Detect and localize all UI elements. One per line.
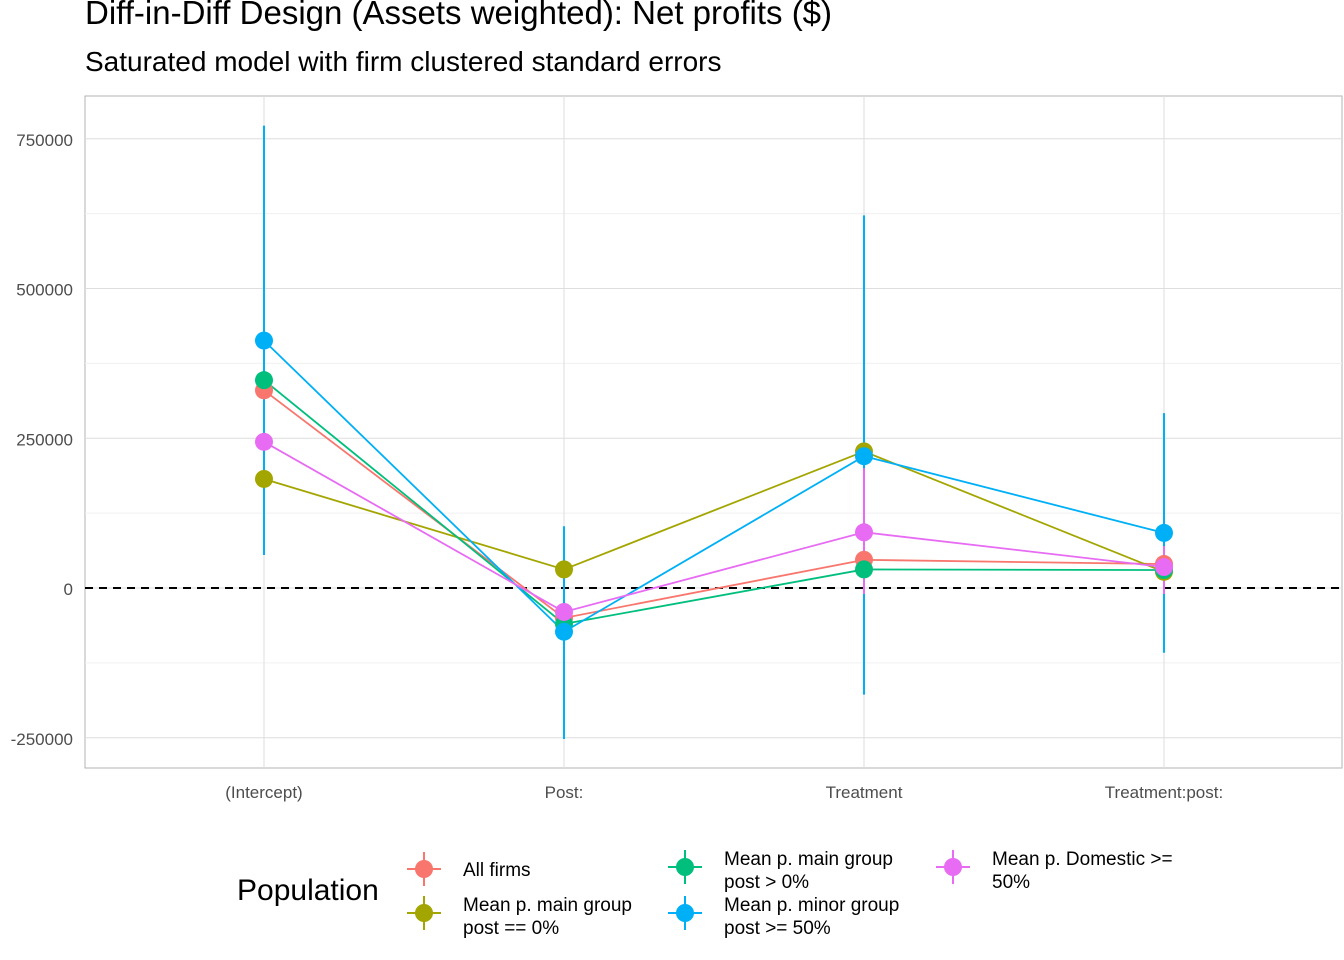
data-point-4 [1155, 558, 1173, 577]
legend-label-main-group-zero: Mean p. main group post == 0% [463, 895, 632, 939]
data-point-1 [255, 469, 273, 488]
y-tick-label: 500000 [16, 281, 73, 300]
legend-label-all-firms: All firms [463, 860, 531, 881]
data-point-2 [255, 371, 273, 390]
x-tick-label: Treatment [826, 783, 903, 802]
legend-key-point-0 [415, 860, 433, 878]
series-line-3 [263, 339, 1165, 633]
chart-title: Diff-in-Diff Design (Assets weighted): N… [85, 0, 833, 31]
data-point-3 [555, 622, 573, 641]
y-tick-label: 750000 [16, 131, 73, 150]
data-point-3 [1155, 523, 1173, 542]
legend-key-point-2 [676, 858, 694, 876]
legend-key-point-3 [676, 904, 694, 922]
series-line-2 [263, 379, 1165, 625]
data-point-4 [255, 432, 273, 451]
legend-key-point-1 [415, 904, 433, 922]
legend-label-domestic: Mean p. Domestic >= 50% [992, 849, 1173, 893]
series-line-0 [263, 389, 1165, 619]
series-line-4 [263, 441, 1165, 613]
y-tick-label: 250000 [16, 430, 73, 449]
x-tick-label: Post: [545, 783, 584, 802]
data-point-1 [555, 560, 573, 579]
data-point-4 [855, 523, 873, 542]
data-point-3 [855, 447, 873, 466]
series-line-1 [263, 450, 1165, 573]
x-tick-label: (Intercept) [225, 783, 302, 802]
data-point-2 [855, 560, 873, 579]
legend-label-minor-group: Mean p. minor group post >= 50% [724, 895, 900, 939]
plot-panel [84, 95, 1343, 769]
x-tick-label: Treatment:post: [1105, 783, 1223, 802]
y-tick-label: 0 [64, 580, 73, 599]
chart-subtitle: Saturated model with firm clustered stan… [85, 46, 722, 77]
legend-label-main-group-positive: Mean p. main group post > 0% [724, 849, 893, 893]
data-point-3 [255, 331, 273, 350]
data-point-4 [555, 602, 573, 621]
legend-key-point-4 [944, 858, 962, 876]
y-tick-label: -250000 [11, 730, 73, 749]
legend-title: Population [237, 874, 379, 907]
